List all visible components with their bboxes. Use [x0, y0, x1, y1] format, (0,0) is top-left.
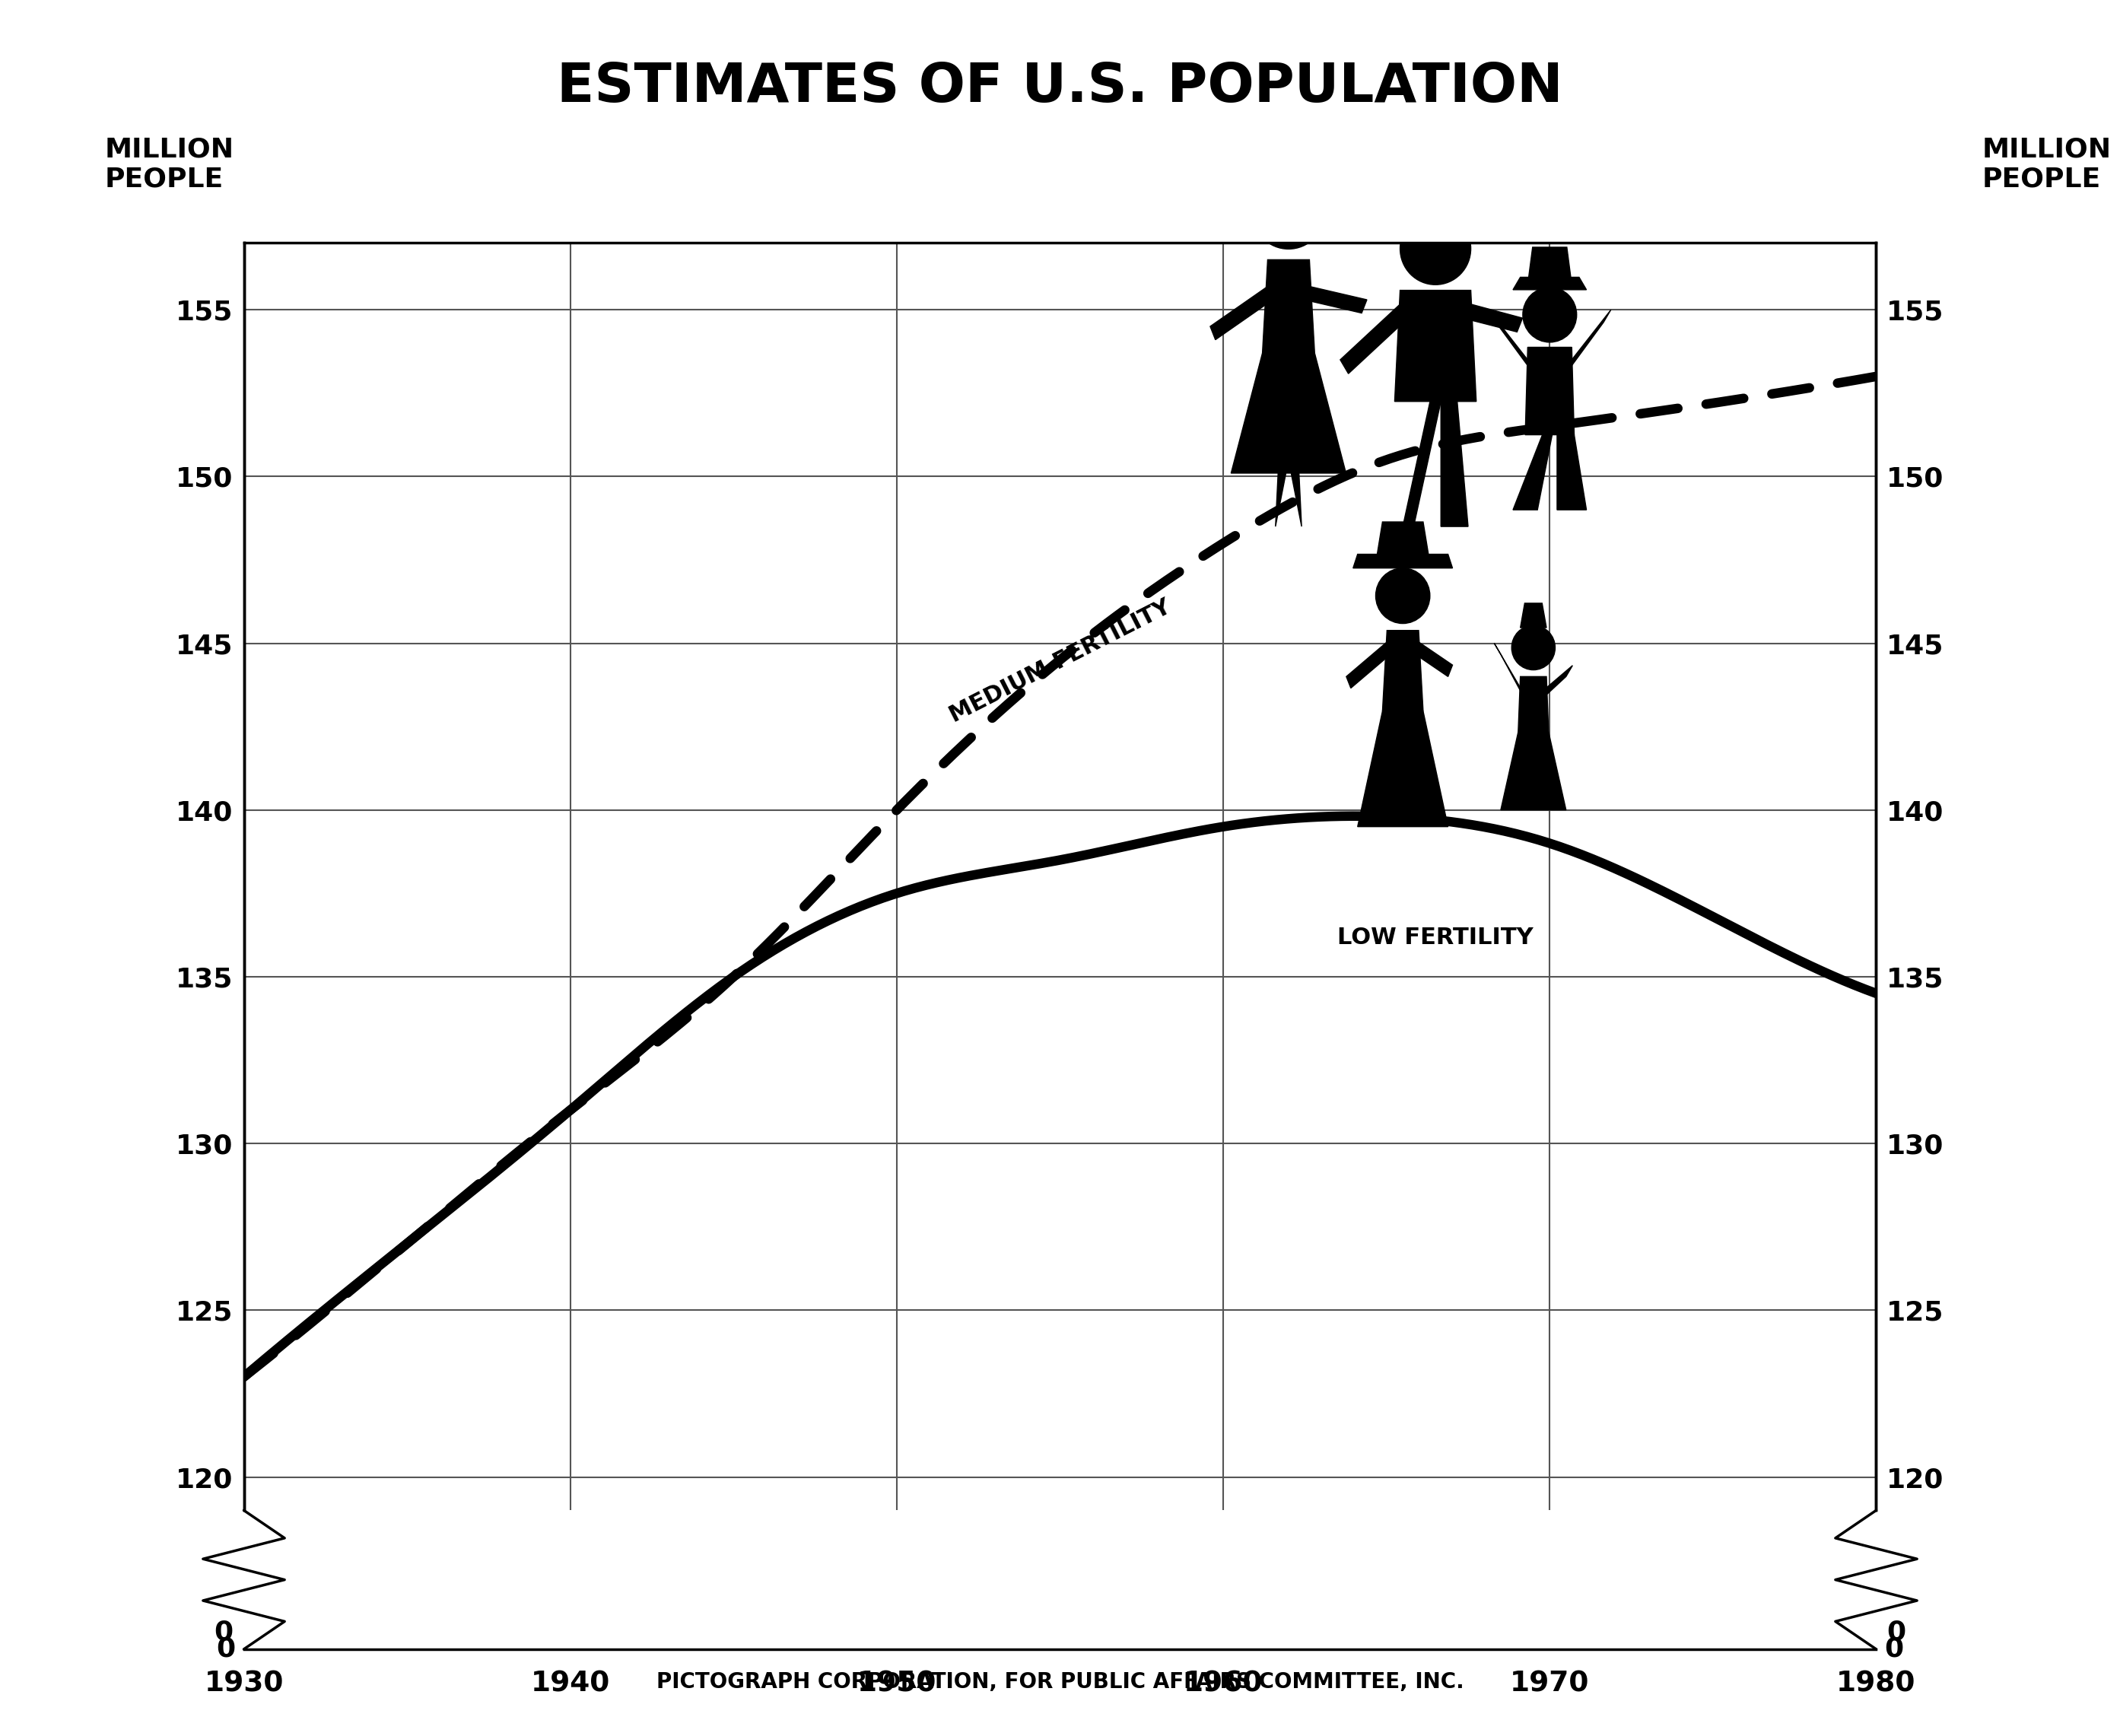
Polygon shape [1501, 733, 1567, 811]
Circle shape [1376, 568, 1429, 623]
Polygon shape [1376, 523, 1429, 564]
Polygon shape [1249, 113, 1327, 167]
Text: PICTOGRAPH CORPORATION, FOR PUBLIC AFFAIRS COMMITTEE, INC.: PICTOGRAPH CORPORATION, FOR PUBLIC AFFAI… [657, 1672, 1463, 1693]
Text: MILLION
PEOPLE: MILLION PEOPLE [106, 137, 235, 193]
Circle shape [1522, 286, 1577, 342]
Text: 1960: 1960 [1183, 1670, 1264, 1698]
Polygon shape [1541, 665, 1573, 700]
Text: 0: 0 [1887, 1620, 1906, 1644]
Polygon shape [1357, 712, 1448, 826]
Polygon shape [1524, 347, 1575, 434]
Polygon shape [1403, 401, 1442, 526]
Polygon shape [1442, 401, 1467, 526]
Polygon shape [1514, 278, 1586, 290]
Text: MEDIUM FERTILITY: MEDIUM FERTILITY [946, 595, 1174, 727]
Polygon shape [1556, 434, 1586, 510]
Polygon shape [1340, 304, 1408, 373]
Polygon shape [1529, 247, 1571, 285]
Circle shape [1399, 212, 1471, 285]
Polygon shape [1488, 309, 1533, 372]
Text: 1950: 1950 [856, 1670, 937, 1698]
Polygon shape [1495, 644, 1524, 700]
Polygon shape [1382, 630, 1423, 712]
Polygon shape [1304, 286, 1367, 312]
Text: 1980: 1980 [1836, 1670, 1916, 1698]
Text: LOW FERTILITY: LOW FERTILITY [1338, 927, 1533, 950]
Polygon shape [1414, 642, 1452, 677]
Polygon shape [1346, 642, 1391, 687]
Polygon shape [1276, 420, 1302, 526]
Text: MILLION
PEOPLE: MILLION PEOPLE [1982, 137, 2112, 193]
Circle shape [1512, 625, 1556, 670]
Text: 1930: 1930 [204, 1670, 284, 1698]
Polygon shape [1518, 677, 1548, 733]
Polygon shape [1215, 158, 1361, 174]
Polygon shape [1463, 304, 1522, 332]
Text: 1970: 1970 [1509, 1670, 1590, 1698]
Text: ESTIMATES OF U.S. POPULATION: ESTIMATES OF U.S. POPULATION [558, 61, 1562, 113]
Text: 0: 0 [216, 1637, 235, 1661]
Polygon shape [1353, 554, 1452, 568]
Text: 1940: 1940 [530, 1670, 611, 1698]
Polygon shape [1399, 151, 1471, 205]
Polygon shape [1520, 602, 1545, 628]
Text: 0: 0 [1885, 1637, 1904, 1661]
Polygon shape [1514, 434, 1552, 510]
Polygon shape [1211, 286, 1272, 340]
Text: 0: 0 [214, 1620, 233, 1644]
Circle shape [1253, 174, 1325, 248]
Polygon shape [1376, 196, 1495, 212]
Polygon shape [1232, 352, 1346, 474]
Polygon shape [1395, 290, 1476, 401]
Polygon shape [1261, 260, 1314, 352]
Polygon shape [1567, 309, 1611, 372]
